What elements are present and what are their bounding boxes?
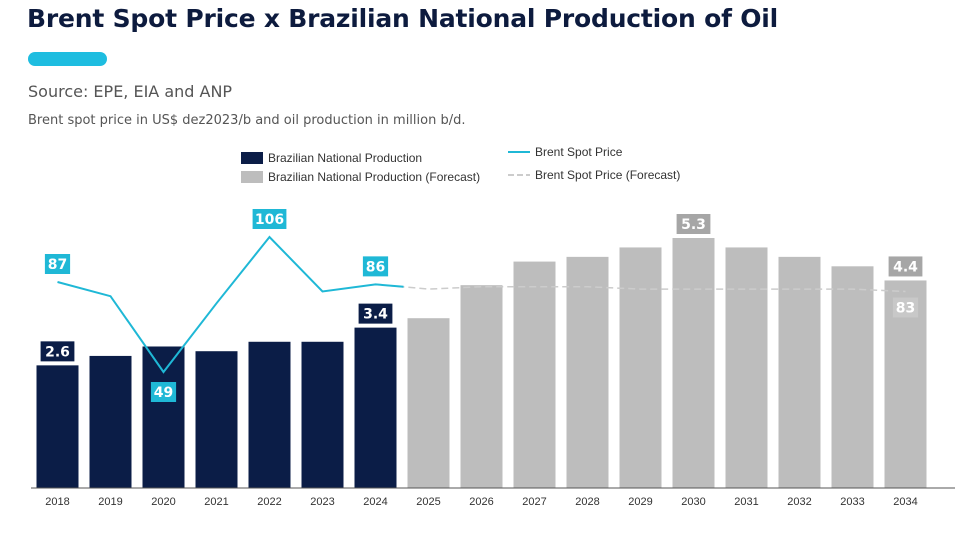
bar-forecast-2033: [831, 266, 874, 488]
data-label-box: [40, 341, 75, 362]
x-tick-label-2020: 2020: [151, 496, 175, 508]
data-label-box: [362, 256, 389, 277]
chart-legend: Brazilian National Production Brazilian …: [241, 145, 680, 184]
x-tick-label-2034: 2034: [893, 496, 917, 508]
x-tick-label-2018: 2018: [45, 496, 69, 508]
bar-forecast-2030: [672, 238, 715, 488]
data-label-text: 86: [366, 259, 385, 275]
bar-production-2018: [36, 365, 79, 488]
chart-subtitle: Brent spot price in US$ dez2023/b and oi…: [28, 113, 466, 128]
data-label-text: 106: [255, 212, 284, 228]
data-label-box: [44, 254, 71, 274]
bar-forecast-2026: [460, 285, 503, 488]
data-label-text: 2.6: [45, 344, 70, 360]
data-label-text: 3.4: [363, 307, 388, 323]
data-label-production-2024: 3.4: [358, 303, 393, 324]
bar-production-2024: [354, 327, 397, 488]
x-tick-label-2019: 2019: [98, 496, 122, 508]
data-label-production-2030: 5.3: [676, 214, 711, 234]
x-tick-label-2028: 2028: [575, 496, 599, 508]
data-label-box: [892, 297, 919, 318]
bar-forecast-2029: [619, 247, 662, 488]
x-tick-label-2021: 2021: [204, 496, 228, 508]
bar-production-2019: [89, 355, 132, 488]
legend-swatch-production-forecast: [241, 171, 263, 183]
data-label-text: 83: [896, 300, 915, 316]
bar-forecast-2028: [566, 256, 609, 488]
data-label-production-2018: 2.6: [40, 341, 75, 362]
title-accent-bar: [28, 52, 107, 66]
x-tick-label-2023: 2023: [310, 496, 334, 508]
x-tick-label-2029: 2029: [628, 496, 652, 508]
source-text: Source: EPE, EIA and ANP: [28, 82, 233, 101]
legend-label-production: Brazilian National Production: [268, 151, 422, 165]
data-label-brent-2024: 86: [362, 256, 389, 277]
legend-swatch-production: [241, 152, 263, 164]
x-tick-label-2022: 2022: [257, 496, 281, 508]
x-tick-label-2032: 2032: [787, 496, 811, 508]
data-label-box: [252, 209, 287, 229]
x-tick-label-2026: 2026: [469, 496, 493, 508]
data-label-text: 5.3: [681, 217, 706, 233]
bar-forecast-2032: [778, 256, 821, 488]
series-line-brent-forecast: [375, 283, 906, 293]
data-label-box: [676, 214, 711, 234]
bar-production-2023: [301, 341, 344, 488]
data-label-box: [888, 256, 923, 277]
data-label-production-2034: 4.4: [888, 256, 923, 277]
series-line-brent: [57, 235, 404, 374]
data-label-box: [150, 382, 177, 402]
legend-label-brent-forecast: Brent Spot Price (Forecast): [535, 168, 680, 182]
x-tick-label-2030: 2030: [681, 496, 705, 508]
data-label-text: 4.4: [893, 259, 918, 275]
bar-production-2020: [142, 346, 185, 488]
bar-production-2022: [248, 341, 291, 488]
bar-forecast-2031: [725, 247, 768, 488]
data-label-brent-2018: 87: [44, 254, 71, 274]
bar-forecast-2025: [407, 318, 450, 488]
x-tick-label-2031: 2031: [734, 496, 758, 508]
x-tick-label-2033: 2033: [840, 496, 864, 508]
bar-production-2021: [195, 351, 238, 488]
data-label-text: 49: [154, 385, 173, 401]
data-label-brent-2034: 83: [892, 297, 919, 318]
x-tick-label-2027: 2027: [522, 496, 546, 508]
x-tick-label-2024: 2024: [363, 496, 387, 508]
data-label-brent-2022: 106: [252, 209, 287, 229]
x-tick-label-2025: 2025: [416, 496, 440, 508]
data-label-text: 87: [48, 257, 67, 273]
legend-label-brent: Brent Spot Price: [535, 145, 623, 159]
legend-label-production-forecast: Brazilian National Production (Forecast): [268, 170, 480, 184]
data-label-brent-2020: 49: [150, 382, 177, 402]
bar-forecast-2027: [513, 261, 556, 488]
data-label-box: [358, 303, 393, 324]
page-title: Brent Spot Price x Brazilian National Pr…: [27, 4, 779, 33]
